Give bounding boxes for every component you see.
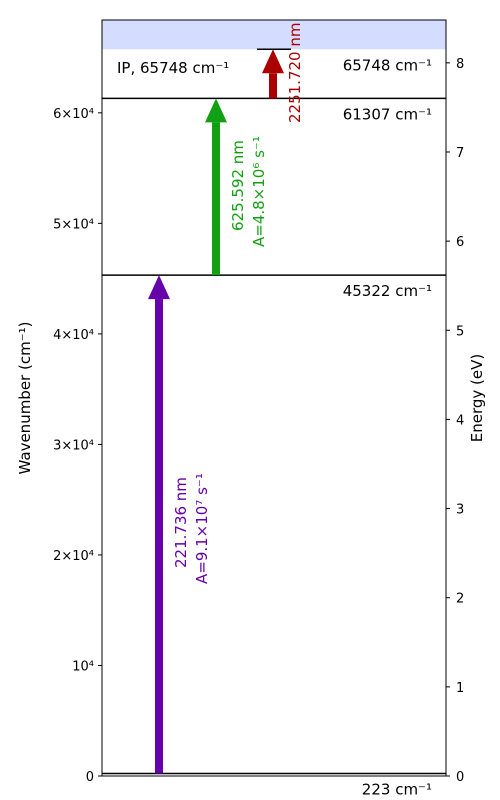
transition-wavelength: 625.592 nm <box>229 140 247 231</box>
plot-frame <box>101 19 447 777</box>
right-tick-label: 2 <box>456 592 464 607</box>
right-axis-ticks: 0 1 2 3 4 5 6 7 8 <box>446 57 464 785</box>
left-tick-label: 6×10⁴ <box>53 107 94 122</box>
transition-arrow: 2251.720 nm <box>262 23 304 123</box>
right-axis-label: Energy (eV) <box>468 354 486 442</box>
left-tick-label: 10⁴ <box>72 659 94 674</box>
level-label: 45322 cm⁻¹ <box>343 282 432 300</box>
ionization-label: IP, 65748 cm⁻¹ <box>117 59 229 77</box>
right-tick-label: 4 <box>456 413 464 428</box>
arrow-shaft <box>212 122 220 276</box>
left-tick-label: 0 <box>86 770 94 785</box>
transition-arrow: 221.736 nm A=9.1×10⁷ s⁻¹ <box>148 275 211 774</box>
right-tick-label: 0 <box>456 770 464 785</box>
right-tick-label: 8 <box>456 57 464 72</box>
left-tick-label: 4×10⁴ <box>53 328 94 343</box>
level-label: 61307 cm⁻¹ <box>343 105 432 123</box>
right-tick-label: 3 <box>456 503 464 518</box>
right-tick-label: 6 <box>456 235 464 250</box>
right-tick-label: 5 <box>456 324 464 339</box>
transition-wavelength: 221.736 nm <box>172 477 190 568</box>
arrow-head <box>205 98 227 123</box>
transition-wavelength: 2251.720 nm <box>286 23 304 123</box>
transition-rate: A=9.1×10⁷ s⁻¹ <box>193 473 211 584</box>
ionization-band <box>102 20 446 50</box>
transition-rate: A=4.8×10⁶ s⁻¹ <box>250 136 268 247</box>
right-tick-label: 1 <box>456 681 464 696</box>
left-tick-label: 5×10⁴ <box>53 217 94 232</box>
left-axis-label: Wavenumber (cm⁻¹) <box>16 322 34 475</box>
level-lines: 223 cm⁻¹ 45322 cm⁻¹ 61307 cm⁻¹ 65748 cm⁻¹ <box>102 48 446 799</box>
arrow-head <box>148 275 170 300</box>
arrow-shaft <box>155 299 163 774</box>
level-label: 223 cm⁻¹ <box>362 781 432 799</box>
level-label: 65748 cm⁻¹ <box>343 56 432 74</box>
arrow-shaft <box>269 73 277 99</box>
arrow-head <box>262 49 284 74</box>
transition-arrow: 625.592 nm A=4.8×10⁶ s⁻¹ <box>205 98 268 276</box>
left-axis-ticks: 0 10⁴ 2×10⁴ 3×10⁴ 4×10⁴ 5×10⁴ 6×10⁴ <box>53 107 102 785</box>
left-tick-label: 3×10⁴ <box>53 438 94 453</box>
left-tick-label: 2×10⁴ <box>53 549 94 564</box>
right-tick-label: 7 <box>456 146 464 161</box>
